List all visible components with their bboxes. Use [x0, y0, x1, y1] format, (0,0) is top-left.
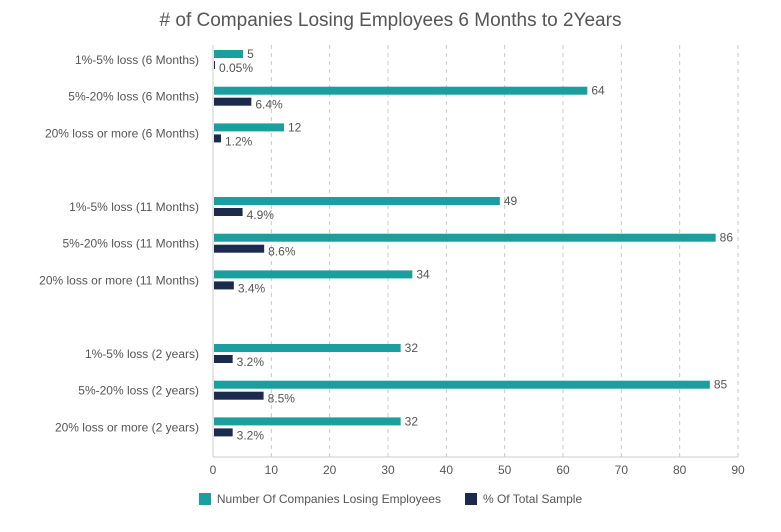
x-tick-label: 70: [615, 463, 629, 477]
data-label: 1.2%: [225, 134, 253, 148]
x-tick-label: 0: [210, 463, 217, 477]
x-tick-label: 20: [323, 463, 337, 477]
chart-title: # of Companies Losing Employees 6 Months…: [159, 10, 622, 31]
category-label: 20% loss or more (11 Months): [39, 273, 199, 287]
bar-percent: [214, 97, 252, 106]
bar-percent: [214, 244, 265, 253]
bar-companies: [214, 233, 716, 242]
bar-percent: [214, 281, 234, 290]
category-label: 1%-5% loss (11 Months): [69, 200, 199, 214]
x-tick-label: 90: [731, 463, 745, 477]
legend-item-percent[interactable]: % Of Total Sample: [464, 492, 583, 506]
x-tick-label: 10: [265, 463, 279, 477]
category-label: 1%-5% loss (2 years): [85, 347, 199, 361]
data-label: 64: [591, 84, 605, 98]
x-tick-label: 40: [440, 463, 454, 477]
legend-swatch-companies: [198, 493, 211, 505]
bar-percent: [214, 355, 233, 363]
data-label: 3.4%: [238, 281, 266, 295]
legend-swatch-percent: [464, 493, 477, 505]
bar-percent: [214, 391, 264, 400]
bar-companies: [214, 197, 500, 205]
x-tick-label: 60: [556, 463, 570, 477]
data-label: 86: [720, 231, 734, 245]
data-label: 0.05%: [219, 61, 253, 75]
data-label: 5: [247, 47, 254, 61]
data-label: 34: [416, 267, 430, 281]
data-label: 3.2%: [237, 428, 265, 442]
category-label: 1%-5% loss (6 Months): [75, 53, 199, 67]
data-label: 49: [504, 194, 518, 208]
category-label: 20% loss or more (2 years): [55, 420, 199, 434]
data-label: 3.2%: [237, 355, 265, 369]
legend: Number Of Companies Losing Employees % O…: [0, 492, 781, 506]
bar-companies: [214, 123, 284, 132]
data-label: 8.6%: [268, 245, 296, 259]
data-label: 32: [405, 414, 419, 428]
bar-companies: [214, 270, 413, 279]
bar-percent: [214, 428, 233, 437]
data-label: 85: [714, 378, 728, 392]
data-label: 4.9%: [247, 208, 275, 222]
bar-percent: [214, 61, 215, 69]
data-label: 12: [288, 120, 302, 134]
data-label: 8.5%: [268, 392, 296, 406]
bar-percent: [214, 134, 221, 143]
bar-companies: [214, 380, 710, 389]
legend-label-percent: % Of Total Sample: [482, 492, 583, 506]
category-label: 5%-20% loss (2 years): [78, 384, 199, 398]
bar-companies: [214, 344, 401, 352]
data-label: 32: [405, 341, 419, 355]
bar-companies: [214, 417, 401, 426]
data-label: 6.4%: [255, 98, 283, 112]
bar-percent: [214, 208, 243, 216]
bar-companies: [214, 50, 244, 58]
bar-companies: [214, 86, 588, 95]
x-tick-label: 50: [498, 463, 512, 477]
legend-label-companies: Number Of Companies Losing Employees: [216, 492, 441, 506]
legend-item-companies[interactable]: Number Of Companies Losing Employees: [198, 492, 441, 506]
category-label: 20% loss or more (6 Months): [45, 126, 199, 140]
category-label: 5%-20% loss (6 Months): [68, 90, 199, 104]
x-tick-label: 80: [673, 463, 687, 477]
x-tick-label: 30: [381, 463, 395, 477]
category-label: 5%-20% loss (11 Months): [63, 237, 200, 251]
